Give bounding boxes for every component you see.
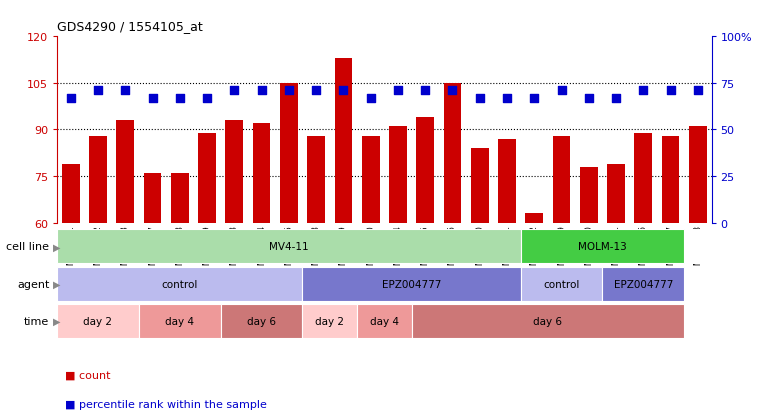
Bar <box>471 149 489 223</box>
Bar <box>662 136 680 223</box>
Bar <box>552 136 571 223</box>
Bar <box>303 267 521 301</box>
Point <box>610 95 622 102</box>
Bar <box>498 140 516 223</box>
Text: MOLM-13: MOLM-13 <box>578 242 627 252</box>
Point <box>447 88 459 95</box>
Bar <box>357 304 412 338</box>
Bar <box>521 267 603 301</box>
Bar <box>361 136 380 223</box>
Bar <box>139 304 221 338</box>
Text: ■ count: ■ count <box>65 370 110 380</box>
Bar <box>689 127 707 223</box>
Text: control: control <box>543 279 580 289</box>
Point <box>337 88 349 95</box>
Bar <box>580 167 597 223</box>
Point <box>256 88 268 95</box>
Bar <box>144 173 161 223</box>
Point <box>692 88 704 95</box>
Text: ▶: ▶ <box>53 279 60 289</box>
Bar <box>607 164 625 223</box>
Point <box>583 95 595 102</box>
Point <box>419 88 431 95</box>
Text: day 6: day 6 <box>247 316 276 326</box>
Point <box>365 95 377 102</box>
Bar <box>335 59 352 223</box>
Text: control: control <box>161 279 198 289</box>
Point <box>146 95 158 102</box>
Bar <box>416 118 434 223</box>
Bar <box>444 83 461 223</box>
Bar <box>389 127 407 223</box>
Bar <box>198 133 216 223</box>
Bar <box>57 304 139 338</box>
Point <box>310 88 322 95</box>
Bar <box>57 230 521 263</box>
Point <box>501 95 513 102</box>
Text: agent: agent <box>17 279 49 289</box>
Point <box>664 88 677 95</box>
Point <box>174 95 186 102</box>
Point <box>65 95 77 102</box>
Text: day 4: day 4 <box>370 316 399 326</box>
Bar <box>603 267 684 301</box>
Bar <box>225 121 244 223</box>
Text: ▶: ▶ <box>53 316 60 326</box>
Text: time: time <box>24 316 49 326</box>
Text: EPZ004777: EPZ004777 <box>613 279 673 289</box>
Bar <box>57 267 303 301</box>
Point <box>556 88 568 95</box>
Point <box>228 88 240 95</box>
Text: day 2: day 2 <box>84 316 113 326</box>
Text: ▶: ▶ <box>53 242 60 252</box>
Text: day 4: day 4 <box>165 316 194 326</box>
Bar <box>307 136 325 223</box>
Bar <box>635 133 652 223</box>
Point <box>119 88 132 95</box>
Text: day 6: day 6 <box>533 316 562 326</box>
Bar <box>521 230 684 263</box>
Bar <box>62 164 80 223</box>
Text: GDS4290 / 1554105_at: GDS4290 / 1554105_at <box>57 20 203 33</box>
Bar <box>525 214 543 223</box>
Text: EPZ004777: EPZ004777 <box>382 279 441 289</box>
Text: ■ percentile rank within the sample: ■ percentile rank within the sample <box>65 399 266 409</box>
Bar <box>303 304 357 338</box>
Text: MV4-11: MV4-11 <box>269 242 309 252</box>
Bar <box>253 124 270 223</box>
Point <box>92 88 104 95</box>
Point <box>201 95 213 102</box>
Point <box>528 95 540 102</box>
Bar <box>221 304 303 338</box>
Bar <box>89 136 107 223</box>
Text: cell line: cell line <box>6 242 49 252</box>
Point <box>473 95 486 102</box>
Bar <box>171 173 189 223</box>
Bar <box>116 121 134 223</box>
Point <box>283 88 295 95</box>
Point <box>392 88 404 95</box>
Point <box>637 88 649 95</box>
Text: day 2: day 2 <box>315 316 344 326</box>
Bar <box>280 83 298 223</box>
Bar <box>412 304 684 338</box>
